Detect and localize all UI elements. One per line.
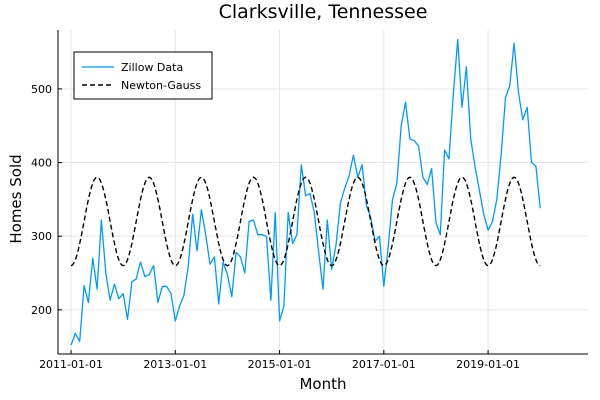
y-tick-label: 400	[31, 157, 52, 170]
y-tick-label: 200	[31, 304, 52, 317]
x-tick-label: 2011-01-01	[39, 358, 103, 371]
y-tick-label: 500	[31, 83, 52, 96]
y-tick-label: 300	[31, 230, 52, 243]
chart-title: Clarksville, Tennessee	[219, 1, 428, 23]
legend-label-newton-gauss: Newton-Gauss	[121, 79, 201, 92]
series-layer	[70, 38, 541, 346]
axes: 2011-01-01 2013-01-01 2015-01-01 2017-01-01…	[31, 30, 588, 371]
series-newton-gauss-line	[70, 176, 541, 267]
legend-box	[73, 51, 213, 100]
legend: Zillow Data Newton-Gauss	[73, 51, 213, 100]
series-zillow-data-line	[70, 38, 541, 346]
x-tick-label: 2013-01-01	[143, 358, 207, 371]
x-tick-label: 2015-01-01	[248, 358, 312, 371]
x-axis-title: Month	[299, 375, 346, 393]
x-tick-label: 2017-01-01	[352, 358, 416, 371]
y-axis-title: Homes Sold	[7, 154, 25, 243]
x-tick-label: 2019-01-01	[456, 358, 520, 371]
legend-label-zillow-data: Zillow Data	[121, 61, 183, 74]
